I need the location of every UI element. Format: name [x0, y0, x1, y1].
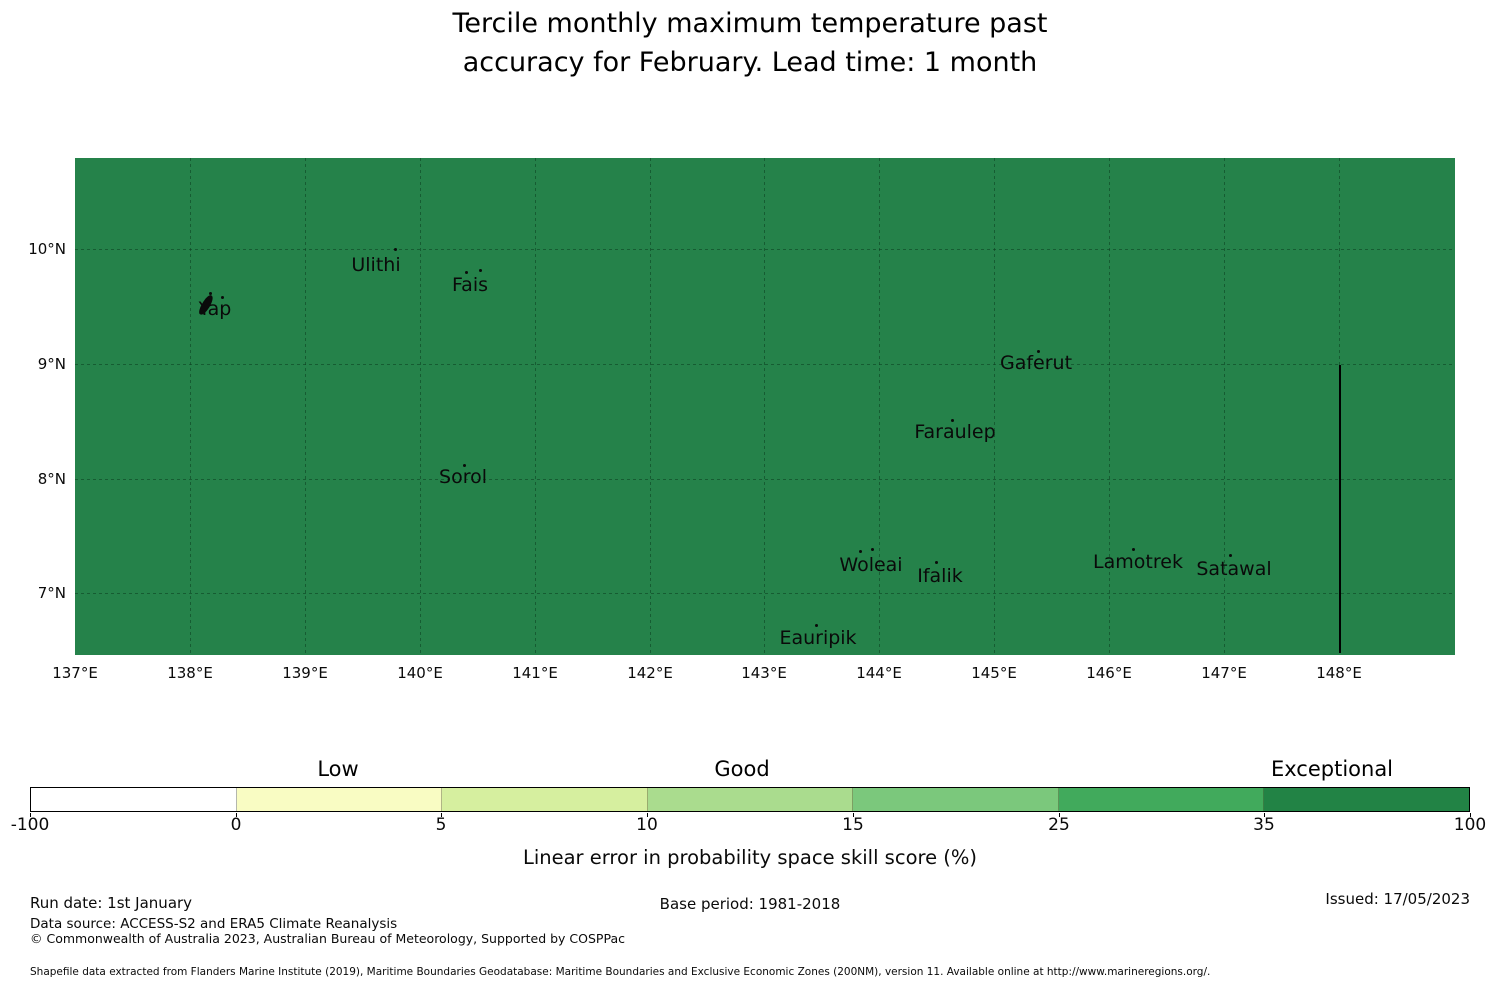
colorbar-category-label: Good	[714, 757, 770, 781]
colorbar-tick	[1264, 813, 1265, 817]
y-tick-label: 7°N	[37, 584, 66, 602]
colorbar-tick-label: 25	[1048, 815, 1070, 835]
colorbar-tick	[853, 813, 854, 817]
v-gridline	[764, 158, 765, 655]
copyright-text: © Commonwealth of Australia 2023, Austra…	[30, 931, 625, 946]
data-source-text: Data source: ACCESS-S2 and ERA5 Climate …	[30, 916, 398, 932]
colorbar-segment	[853, 788, 1059, 811]
colorbar-segment	[1058, 788, 1265, 811]
h-gridline	[75, 479, 1455, 480]
v-gridline	[650, 158, 651, 655]
run-date-text: Run date: 1st January	[30, 894, 193, 912]
colorbar-segment	[647, 788, 854, 811]
chart-title: Tercile monthly maximum temperature past…	[0, 4, 1500, 82]
x-tick-label: 137°E	[52, 664, 98, 682]
h-gridline	[75, 593, 1455, 594]
colorbar-tick	[30, 813, 31, 817]
colorbar-tick-label: 15	[842, 815, 864, 835]
y-tick-label: 9°N	[37, 355, 66, 373]
v-gridline	[879, 158, 880, 655]
colorbar-tick-label: 0	[230, 815, 242, 835]
colorbar-tick	[647, 813, 648, 817]
x-tick-label: 147°E	[1201, 664, 1247, 682]
v-gridline	[1109, 158, 1110, 655]
colorbar-tick-label: 100	[1453, 815, 1487, 835]
colorbar-category-label: Low	[317, 757, 359, 781]
colorbar-segment	[442, 788, 648, 811]
x-tick-label: 141°E	[512, 664, 558, 682]
v-gridline	[1224, 158, 1225, 655]
x-tick-label: 148°E	[1316, 664, 1362, 682]
colorbar-tick-label: 5	[435, 815, 447, 835]
x-tick-label: 138°E	[167, 664, 213, 682]
colorbar	[30, 787, 1470, 812]
chart-title-line2: accuracy for February. Lead time: 1 mont…	[462, 47, 1038, 78]
x-tick-label: 139°E	[282, 664, 328, 682]
shapefile-note-text: Shapefile data extracted from Flanders M…	[30, 966, 1211, 978]
v-gridline	[535, 158, 536, 655]
colorbar-segment	[1264, 788, 1470, 811]
colorbar-axis-label: Linear error in probability space skill …	[522, 846, 978, 869]
colorbar-tick	[236, 813, 237, 817]
eez-boundary-line	[1339, 365, 1341, 653]
colorbar-category-label: Exceptional	[1270, 757, 1394, 781]
x-tick-label: 142°E	[627, 664, 673, 682]
y-tick-label: 10°N	[28, 240, 66, 258]
v-gridline	[305, 158, 306, 655]
issued-date-text: Issued: 17/05/2023	[1325, 890, 1470, 908]
colorbar-tick	[1059, 813, 1060, 817]
x-tick-label: 146°E	[1086, 664, 1132, 682]
x-tick-label: 145°E	[971, 664, 1017, 682]
map-plot-area	[75, 158, 1455, 655]
chart-title-line1: Tercile monthly maximum temperature past	[452, 8, 1048, 39]
colorbar-tick	[1470, 813, 1471, 817]
y-tick-label: 8°N	[37, 470, 66, 488]
base-period-text: Base period: 1981-2018	[659, 895, 841, 913]
x-tick-label: 144°E	[856, 664, 902, 682]
v-gridline	[420, 158, 421, 655]
x-tick-label: 140°E	[397, 664, 443, 682]
colorbar-tick	[441, 813, 442, 817]
colorbar-tick-label: 35	[1253, 815, 1275, 835]
x-tick-label: 143°E	[741, 664, 787, 682]
colorbar-segment	[236, 788, 443, 811]
colorbar-tick-label: -100	[10, 815, 50, 835]
h-gridline	[75, 364, 1455, 365]
colorbar-tick-label: 10	[636, 815, 658, 835]
h-gridline	[75, 249, 1455, 250]
v-gridline	[994, 158, 995, 655]
colorbar-segment	[31, 788, 237, 811]
v-gridline	[190, 158, 191, 655]
